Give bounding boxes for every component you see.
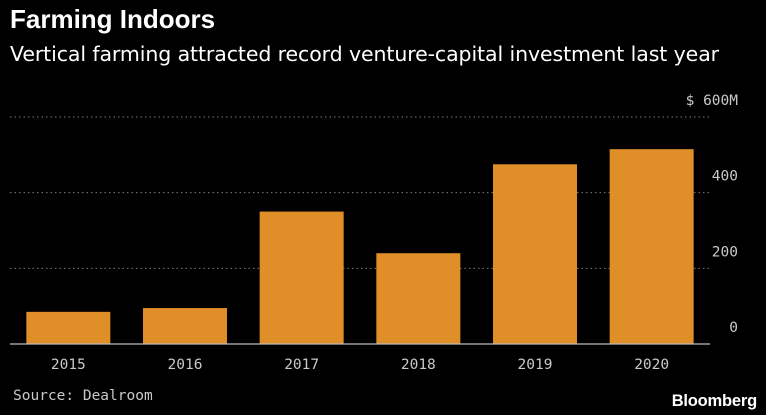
chart-title: Farming Indoors bbox=[10, 4, 216, 34]
x-tick-label: 2018 bbox=[401, 357, 436, 373]
x-tick-label: 2016 bbox=[168, 357, 203, 373]
y-tick-label: 0 bbox=[729, 320, 738, 336]
x-tick-label: 2015 bbox=[51, 357, 86, 373]
bar-2020 bbox=[609, 149, 694, 344]
y-tick-label: $ 600M bbox=[686, 93, 739, 109]
source-note: Source: Dealroom bbox=[13, 388, 153, 404]
y-tick-label: 400 bbox=[712, 169, 738, 185]
y-tick-label: 200 bbox=[712, 244, 738, 260]
bloomberg-logo: Bloomberg bbox=[671, 392, 757, 410]
x-tick-label: 2019 bbox=[518, 357, 553, 373]
x-tick-label: 2017 bbox=[284, 357, 319, 373]
bar-2018 bbox=[376, 253, 461, 344]
bar-2016 bbox=[143, 308, 227, 344]
bar-2019 bbox=[493, 164, 577, 344]
bar-2017 bbox=[259, 211, 344, 344]
chart-subtitle: Vertical farming attracted record ventur… bbox=[10, 42, 719, 66]
bar-2015 bbox=[26, 311, 111, 344]
x-tick-label: 2020 bbox=[634, 357, 669, 373]
